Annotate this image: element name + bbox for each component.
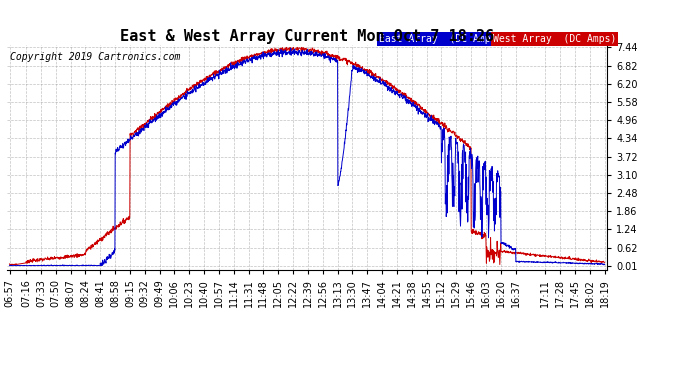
Title: East & West Array Current Mon Oct 7 18:26: East & West Array Current Mon Oct 7 18:2… xyxy=(120,29,494,44)
Text: East Array  (DC Amps): East Array (DC Amps) xyxy=(379,34,502,44)
Text: West Array  (DC Amps): West Array (DC Amps) xyxy=(493,34,617,44)
Text: Copyright 2019 Cartronics.com: Copyright 2019 Cartronics.com xyxy=(10,52,180,62)
